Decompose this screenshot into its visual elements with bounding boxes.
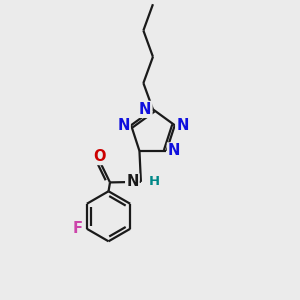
- Text: N: N: [117, 118, 130, 133]
- Text: O: O: [93, 149, 106, 164]
- Text: N: N: [176, 118, 189, 133]
- Text: F: F: [72, 221, 82, 236]
- Text: N: N: [139, 102, 152, 117]
- Text: H: H: [148, 175, 159, 188]
- Text: N: N: [126, 174, 139, 189]
- Text: N: N: [168, 143, 180, 158]
